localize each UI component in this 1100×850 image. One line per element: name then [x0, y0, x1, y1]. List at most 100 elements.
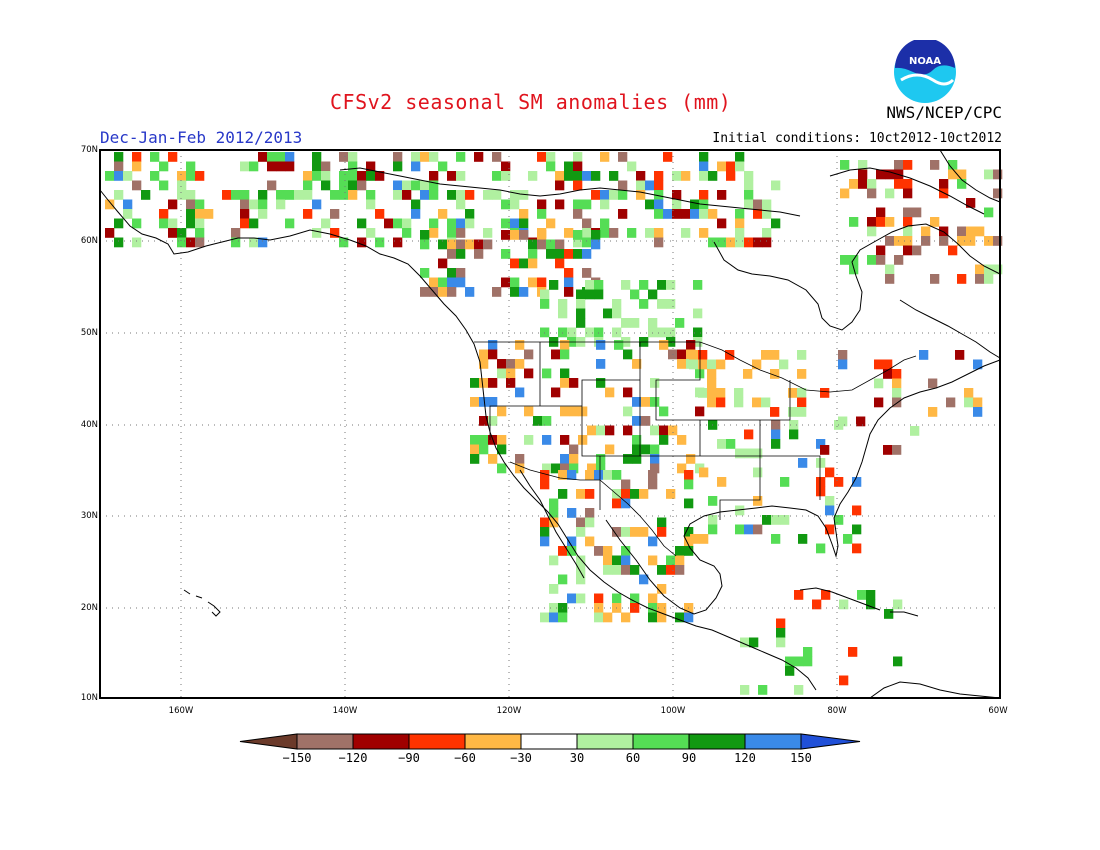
anomaly-cell	[582, 237, 592, 248]
anomaly-cell	[612, 299, 622, 309]
legend-label: 90	[681, 751, 697, 765]
anomaly-cell	[689, 359, 699, 370]
us-mexico-border	[509, 461, 677, 557]
anomaly-cell	[753, 524, 763, 535]
anomaly-cell	[429, 228, 439, 238]
anomaly-cell	[569, 454, 579, 464]
anomaly-cell	[910, 426, 920, 436]
anomaly-cell	[150, 152, 160, 162]
legend-label: 120	[734, 751, 756, 765]
anomaly-cell	[921, 226, 931, 237]
anomaly-cell	[114, 171, 124, 181]
anomaly-cell	[479, 349, 489, 360]
anomaly-cell	[893, 599, 903, 610]
anomaly-cell	[735, 218, 745, 229]
anomaly-cell	[612, 308, 622, 319]
anomaly-cell	[776, 637, 786, 648]
anomaly-cell	[537, 239, 547, 250]
legend-label: 150	[790, 751, 812, 765]
anomaly-cell	[506, 359, 516, 369]
anomaly-cell	[675, 612, 685, 623]
anomaly-cell	[447, 218, 457, 229]
anomaly-cell	[177, 190, 187, 200]
anomaly-cell	[659, 340, 669, 350]
anomaly-cell	[771, 218, 781, 229]
anomaly-cell	[657, 565, 667, 575]
coastline-baja	[519, 469, 585, 579]
anomaly-cell	[465, 218, 475, 229]
anomaly-cell	[420, 239, 430, 250]
anomaly-cell	[576, 318, 586, 328]
anomaly-cell	[632, 359, 642, 369]
anomaly-cell	[537, 199, 547, 210]
anomaly-cell	[393, 152, 403, 162]
anomaly-cell	[519, 230, 529, 240]
anomaly-cell	[816, 477, 826, 487]
anomaly-cell	[573, 152, 583, 162]
anomaly-cell	[366, 161, 376, 172]
anomaly-cell	[825, 505, 835, 516]
anomaly-cell	[438, 161, 448, 172]
anomaly-cell	[630, 593, 640, 604]
anomaly-cell	[858, 160, 868, 170]
anomaly-cell	[707, 397, 717, 408]
anomaly-cell	[771, 534, 781, 544]
anomaly-cell	[558, 546, 568, 556]
anomaly-cell	[540, 327, 550, 338]
anomaly-cell	[357, 237, 367, 248]
anomaly-cell	[420, 180, 430, 191]
anomaly-cell	[677, 463, 687, 474]
anomaly-cell	[735, 209, 745, 219]
anomaly-cell	[650, 454, 660, 464]
anomaly-cell	[648, 593, 658, 604]
anomaly-cell	[609, 228, 619, 238]
legend-label: −60	[454, 751, 476, 765]
anomaly-cell	[564, 249, 574, 259]
anomaly-cell	[867, 255, 877, 265]
anomaly-cell	[648, 318, 658, 328]
anomaly-cell	[603, 565, 613, 575]
anomaly-cell	[636, 190, 646, 200]
anomaly-cell	[699, 467, 709, 478]
anomaly-cell	[668, 425, 678, 436]
anomaly-cell	[510, 199, 520, 210]
coastline-west	[99, 189, 817, 691]
anomaly-cell	[456, 190, 466, 200]
anomaly-cell	[447, 268, 457, 278]
anomaly-cell	[843, 534, 853, 544]
anomaly-cell	[555, 180, 565, 191]
anomaly-cell	[240, 161, 250, 172]
anomaly-cell	[699, 171, 709, 181]
anomaly-cell	[698, 359, 708, 370]
anomaly-cell	[501, 199, 511, 210]
anomaly-cell	[657, 299, 667, 309]
us-canada-border	[474, 341, 917, 393]
anomaly-cell	[838, 359, 848, 370]
anomaly-cell	[564, 287, 574, 297]
anomaly-cell	[797, 388, 807, 398]
anomaly-cell	[699, 534, 709, 544]
anomaly-cell	[708, 209, 718, 219]
anomaly-cell	[321, 161, 331, 172]
anomaly-cell	[560, 454, 570, 464]
anomaly-cell	[632, 435, 642, 445]
anomaly-cell	[474, 249, 484, 259]
lon-label-160w: 160W	[168, 706, 194, 716]
anomaly-cell	[681, 171, 691, 181]
anomaly-cell	[948, 160, 958, 170]
anomaly-cell	[560, 378, 570, 388]
anomaly-cell	[654, 171, 664, 181]
anomaly-cell	[195, 228, 205, 238]
coastlines	[99, 149, 1001, 699]
anomaly-cell	[537, 152, 547, 162]
anomaly-cell	[659, 435, 669, 445]
anomaly-cell	[186, 171, 196, 181]
anomaly-cell	[492, 171, 502, 181]
anomaly-cell	[528, 239, 538, 250]
anomaly-cell	[654, 190, 664, 200]
anomaly-cell	[159, 161, 169, 172]
anomaly-cell	[623, 425, 633, 436]
lon-label-140w: 140W	[332, 706, 358, 716]
anomaly-cell	[699, 152, 709, 162]
anomaly-cell	[605, 387, 615, 398]
